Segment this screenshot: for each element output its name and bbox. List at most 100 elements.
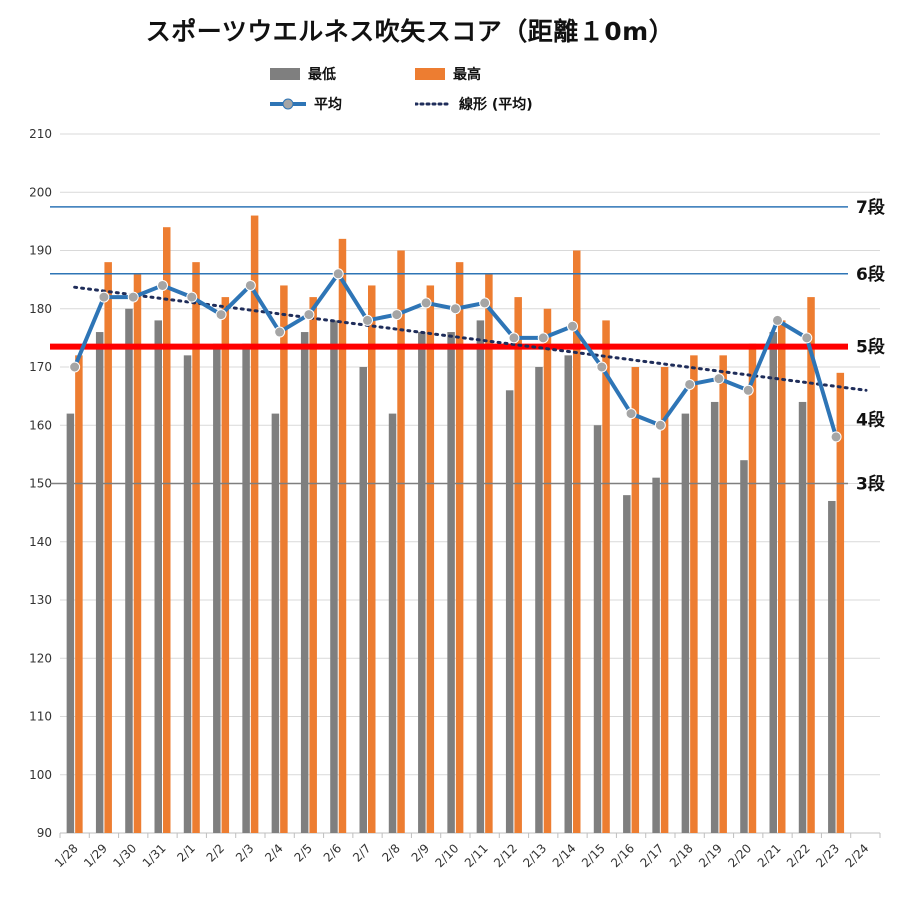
average-point [274,326,286,338]
bar-max [807,297,815,834]
bar-min [242,343,250,833]
x-tick-label: 2/11 [462,841,491,870]
average-point [303,309,315,321]
bar-max [163,227,171,833]
x-tick-label: 2/19 [696,841,725,870]
average-point [537,332,549,344]
bar-min [564,355,572,833]
bar-max [280,285,288,833]
average-point [332,268,344,280]
y-tick-label: 140 [29,535,52,549]
bar-max [250,215,259,834]
bar-min [710,401,719,833]
average-point [215,309,227,321]
average-point [98,291,110,303]
bar-max [338,238,347,834]
legend-label-min: 最低 [308,67,336,83]
bar-min [330,320,338,833]
x-tick-label: 2/2 [204,841,228,865]
bar-max [455,262,464,833]
x-tick-label: 2/22 [784,841,813,870]
bar-min [183,355,192,833]
y-tick-label: 100 [29,768,52,782]
average-point [742,384,754,396]
legend-label-trend: 線形 (平均) [459,97,533,113]
reference-line-label: 3段 [856,474,885,495]
x-tick-label: 2/15 [579,841,608,870]
legend-label-max: 最高 [453,67,481,83]
x-tick-label: 2/7 [350,841,374,865]
bar-max [778,320,786,833]
bar-min [95,332,104,833]
x-tick-label: 2/6 [321,841,345,865]
y-tick-label: 210 [29,127,52,141]
legend-label-avg: 平均 [314,97,342,113]
average-point [420,297,432,309]
y-tick-label: 160 [29,418,52,432]
legend-swatch-min [270,68,300,80]
bar-max [75,355,83,833]
x-tick-label: 1/31 [140,841,169,870]
reference-line-label: 4段 [856,409,885,430]
x-tick-label: 2/12 [491,841,520,870]
reference-line-label: 6段 [856,264,885,285]
chart-title: スポーツウエルネス吹矢スコア（距離１0m） [145,17,675,46]
bar-max [192,262,200,833]
y-tick-label: 120 [29,651,52,665]
average-point [713,373,725,385]
average-point [625,408,637,420]
bar-min [769,332,777,833]
x-tick-label: 2/10 [433,841,462,870]
bar-max [719,355,727,833]
bar-max [690,355,698,833]
bar-min [740,460,748,833]
x-tick-label: 2/18 [667,841,696,870]
bar-max [221,297,230,834]
bar-min [359,367,367,833]
y-tick-label: 190 [29,244,52,258]
reference-line-label: 7段 [856,197,885,218]
legend-item-min: 最低 [270,64,336,84]
legend-item-max: 最高 [415,64,481,84]
bar-max [426,285,435,833]
legend-swatch-trend [415,102,451,106]
bar-min [828,500,836,833]
average-point [69,361,81,373]
bar-min [125,308,133,833]
bar-max [309,297,317,834]
bar-min [593,425,602,833]
average-point [567,320,578,332]
average-point [801,332,813,344]
bar-max [397,250,405,833]
bar-min [66,413,75,833]
y-tick-label: 200 [29,185,52,199]
legend-item-trend: 線形 (平均) [415,94,533,114]
bar-max [836,372,845,833]
average-point [244,279,256,291]
bar-max [631,367,640,833]
average-point [830,431,842,443]
x-tick-label: 2/8 [379,841,403,865]
y-tick-label: 180 [29,302,52,316]
bar-max [573,250,581,833]
y-tick-label: 110 [29,710,52,724]
bar-min [213,343,221,833]
legend-swatch-max [415,68,445,80]
bar-max [485,273,493,833]
average-point [157,279,168,291]
average-point [596,361,608,373]
bar-max [602,320,610,833]
bar-max [514,297,522,834]
bar-max [104,262,112,833]
x-tick-label: 2/17 [638,841,667,870]
x-tick-label: 2/24 [843,841,872,870]
y-tick-label: 170 [29,360,52,374]
bar-min [418,332,426,833]
average-point [508,332,520,344]
x-tick-label: 2/3 [233,841,257,865]
x-tick-label: 1/28 [52,841,81,870]
bar-max [660,367,669,833]
bar-min [154,320,162,833]
legend-item-avg: 平均 [270,94,342,114]
x-tick-label: 1/29 [81,841,110,870]
